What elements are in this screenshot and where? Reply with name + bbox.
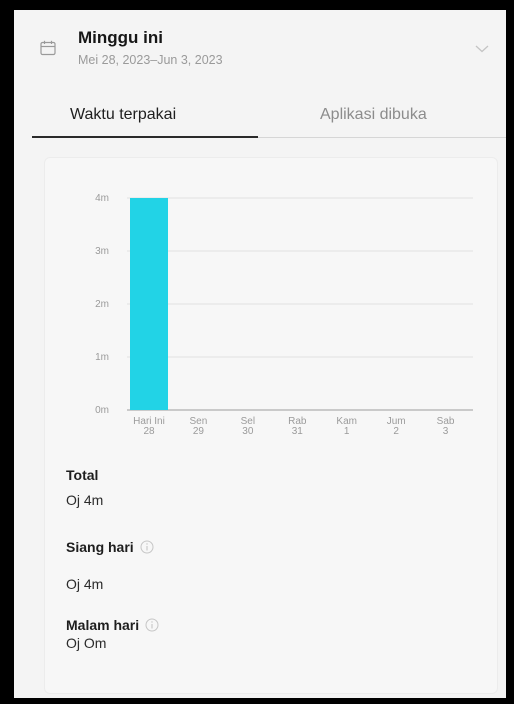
x-tick-date: 2 (393, 426, 399, 437)
chart-bar (130, 198, 168, 410)
x-tick-date: 29 (193, 426, 205, 437)
calendar-icon (40, 40, 56, 56)
chevron-down-icon[interactable] (474, 44, 490, 54)
tab-time-used[interactable]: Waktu terpakai (70, 106, 177, 123)
day-value: Oj 4m (66, 576, 104, 592)
x-tick-date: 1 (344, 426, 350, 437)
day-label: Siang hari (66, 539, 134, 555)
x-tick-day: Sab (437, 416, 455, 427)
total-label: Total (66, 467, 99, 483)
x-tick-date: 28 (143, 426, 155, 437)
x-tick-day: Hari Ini (133, 416, 165, 427)
day-label-row: Siang hari (66, 539, 154, 555)
screen: Minggu ini Mei 28, 2023–Jun 3, 2023 Wakt… (14, 10, 506, 698)
x-tick-day: Rab (288, 416, 307, 427)
night-label-row: Malam hari (66, 617, 159, 633)
info-icon[interactable] (140, 540, 154, 554)
tab-divider (258, 137, 506, 138)
usage-card: 0m 1m 2m 3m 4m Hari Ini 28 Sen 29 Sel 30 Rab 31 Kam 1 J… (44, 157, 498, 694)
total-value: Oj 4m (66, 492, 104, 508)
x-tick-day: Sen (190, 416, 208, 427)
y-tick-label: 3m (95, 246, 109, 257)
x-tick-day: Kam (336, 416, 357, 427)
y-tick-label: 4m (95, 193, 109, 204)
tab-apps-opened[interactable]: Aplikasi dibuka (320, 106, 427, 123)
y-tick-label: 1m (95, 352, 109, 363)
y-tick-label: 0m (95, 405, 109, 416)
y-tick-label: 2m (95, 299, 109, 310)
x-tick-date: 30 (242, 426, 254, 437)
x-tick-day: Sel (241, 416, 255, 427)
info-icon[interactable] (145, 618, 159, 632)
x-tick-date: 31 (292, 426, 304, 437)
night-label: Malam hari (66, 617, 140, 633)
x-tick-day: Jum (387, 416, 406, 427)
x-tick-date: 3 (443, 426, 449, 437)
date-range-selector[interactable]: Minggu ini Mei 28, 2023–Jun 3, 2023 (14, 10, 506, 90)
night-value: Oj Om (66, 635, 107, 651)
tab-bar: Waktu terpakai Aplikasi dibuka (14, 98, 506, 140)
range-title: Minggu ini (78, 28, 163, 47)
tab-active-indicator (32, 136, 258, 138)
range-dates: Mei 28, 2023–Jun 3, 2023 (78, 53, 223, 67)
